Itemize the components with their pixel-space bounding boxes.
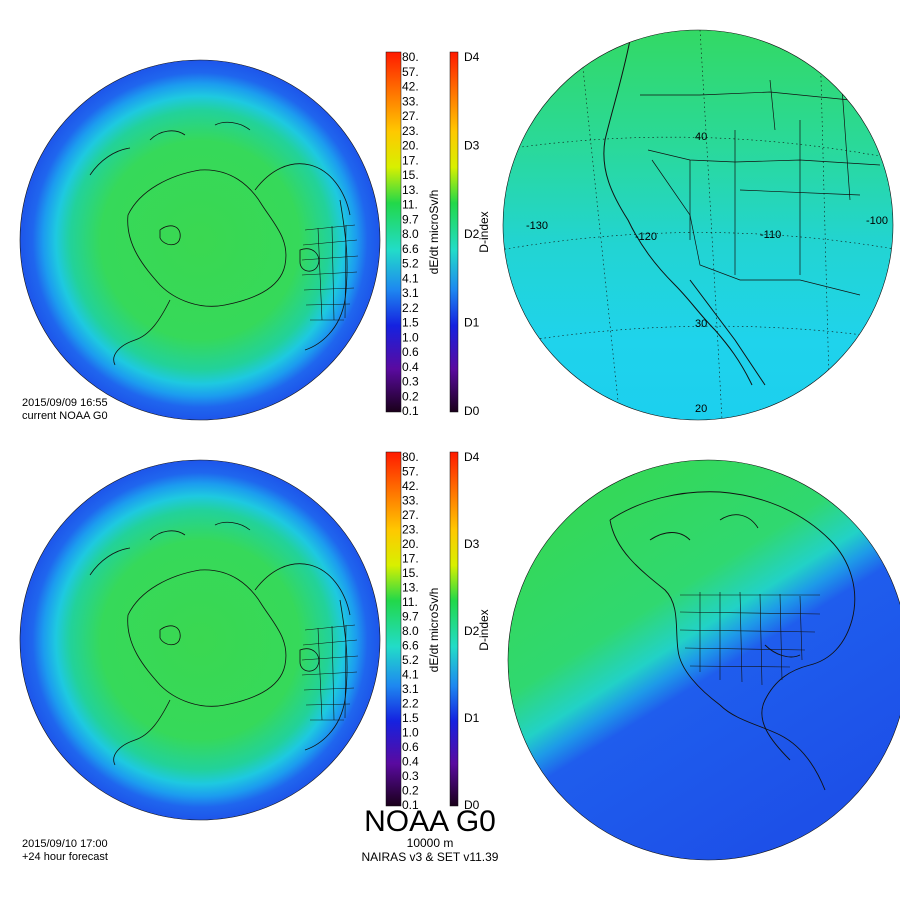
colorbar-tick-label: 5.2 [402,257,419,271]
colorbar-tick-label: 42. [402,80,419,94]
subtitle-current: current NOAA G0 [22,410,108,422]
dindex-tick-label: D1 [464,711,480,725]
colorbar-tick-label: 8.0 [402,227,419,241]
colorbar-tick-label: 20. [402,537,419,551]
colorbar-tick-label: 5.2 [402,653,419,667]
colorbar-tick-label: 17. [402,153,419,167]
colorbar-dose-top: dE/dt microSv/h [385,51,441,413]
us-state-grid [679,591,821,686]
lon-label: -100 [866,215,888,227]
colorbar-tick-label: 0.2 [402,389,419,403]
dindex-tick-label: D1 [464,316,480,330]
footer-altitude: 10000 m [406,836,454,850]
regional-axis-labels: 40 30 20 -130 -120 -110 -100 [526,131,888,415]
colorbar-dindex-bottom: D-index [449,451,491,807]
colorbar-tick-label: 0.6 [402,740,419,754]
colorbar-tick-label: 13. [402,183,419,197]
colorbar-tick-label: 9.7 [402,212,419,226]
colorbar-label: dE/dt microSv/h [427,588,441,673]
colorbar-tick-label: 11. [402,595,418,609]
colorbar-tick-label: 0.2 [402,784,419,798]
colorbar-tick-label: 0.1 [402,798,419,812]
colorbar-tick-label: 3.1 [402,286,419,300]
colorbar-tick-label: 23. [402,124,419,138]
colorbar-tick-label: 1.5 [402,711,419,725]
lat-label: 30 [695,318,707,330]
colorbar-tick-label: 0.3 [402,769,419,783]
lon-label: -110 [760,229,781,241]
lat-label: 40 [695,131,707,143]
lon-label: -120 [635,231,657,243]
colorbar-tick-label: 2.2 [402,697,419,711]
colorbar-dose-bottom: dE/dt microSv/h [385,451,441,807]
coastlines-polar-forecast [89,521,351,766]
colorbar-tick-label: 80. [402,450,419,464]
timestamp-current: 2015/09/09 16:55 [22,397,108,409]
coastline-regional [603,39,766,386]
colorbar-tick-label: 15. [402,168,419,182]
colorbar-tick-label: 0.3 [402,375,419,389]
subtitle-forecast: +24 hour forecast [22,851,108,863]
colorbar-label: dE/dt microSv/h [427,190,441,275]
colorbar-tick-label: 57. [402,465,419,479]
footer-model: NAIRAS v3 & SET v11.39 [361,850,499,864]
colorbar-tick-label: 23. [402,523,419,537]
colorbar-tick-label: 20. [402,139,419,153]
colorbar-tick-label: 15. [402,566,419,580]
footer-title: NOAA G0 [364,805,496,838]
colorbar-tick-label: 1.5 [402,316,419,330]
colorbar-tick-label: 33. [402,94,419,108]
colorbar-tick-label: 57. [402,65,419,79]
colorbar-tick-label: 6.6 [402,639,419,653]
colorbar-tick-label: 17. [402,552,419,566]
colorbar-tick-label: 6.6 [402,242,419,256]
colorbar-tick-label: 0.1 [402,404,419,418]
colorbar-tick-label: 9.7 [402,610,419,624]
colorbar-tick-label: 8.0 [402,624,419,638]
colorbar-tick-label: 11. [402,198,418,212]
timestamp-forecast: 2015/09/10 17:00 [22,838,108,850]
dindex-label: D-index [477,609,491,650]
colorbar-dindex-top: D-index [449,51,491,413]
dindex-tick-label: D2 [464,227,480,241]
globe-north-america-forecast [507,459,900,861]
colorbar-ticks: 80.57.42.33.27.23.20.17.15.13.11.9.78.06… [402,50,480,812]
state-grid-polar-forecast [301,624,359,721]
lat-label: 20 [695,403,707,415]
colorbar-tick-label: 0.4 [402,360,419,374]
globe-polar-forecast [19,459,381,821]
dindex-tick-label: D3 [464,139,480,153]
colorbar-tick-label: 3.1 [402,682,419,696]
coastline-north-america [609,491,856,791]
colorbar-tick-label: 13. [402,581,419,595]
colorbar-tick-label: 1.0 [402,330,419,344]
colorbar-tick-label: 2.2 [402,301,419,315]
coastlines-polar-current [89,121,351,366]
dindex-tick-label: D3 [464,537,480,551]
colorbar-tick-label: 0.4 [402,755,419,769]
dindex-tick-label: D0 [464,798,480,812]
colorbar-tick-label: 42. [402,479,419,493]
colorbar-tick-label: 27. [402,109,419,123]
graticule-regional [503,30,893,420]
dindex-label: D-index [477,211,491,252]
colorbar-tick-label: 80. [402,50,419,64]
colorbar-tick-label: 1.0 [402,726,419,740]
colorbar-tick-label: 4.1 [402,271,419,285]
colorbar-tick-label: 33. [402,494,419,508]
colorbar-tick-label: 4.1 [402,668,419,682]
state-grid-polar-current [301,224,359,321]
dindex-tick-label: D2 [464,624,480,638]
globe-polar-current [19,59,381,421]
colorbar-tick-label: 0.6 [402,345,419,359]
globe-regional-current: 40 30 20 -130 -120 -110 -100 [502,29,894,421]
colorbar-tick-label: 27. [402,508,419,522]
state-borders-regional [640,59,881,296]
lon-label: -130 [526,220,548,232]
dindex-tick-label: D0 [464,404,480,418]
dindex-tick-label: D4 [464,450,480,464]
dindex-tick-label: D4 [464,50,480,64]
